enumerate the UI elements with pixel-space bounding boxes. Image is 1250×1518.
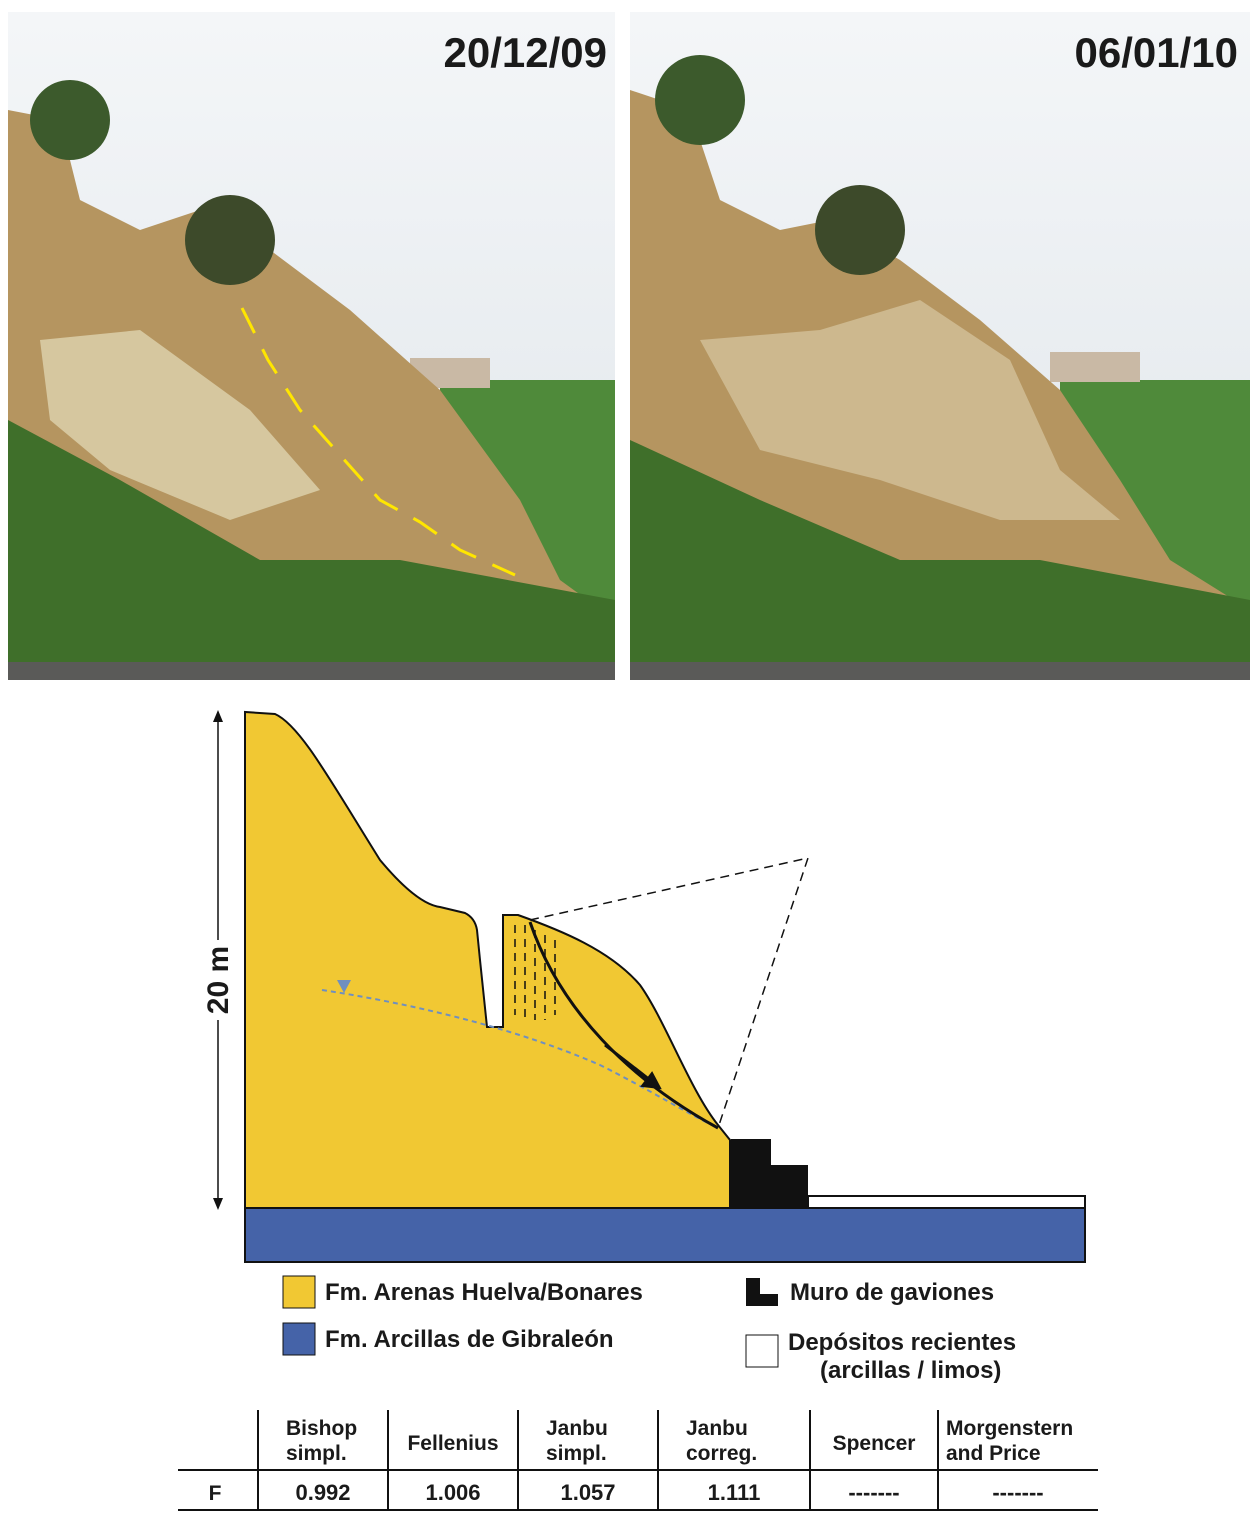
sand-unit <box>245 712 730 1208</box>
column-header: Janbu <box>546 1417 608 1440</box>
photo-date: 20/12/09 <box>444 29 608 76</box>
column-header: and Price <box>946 1442 1041 1465</box>
results-table: F Bishopsimpl.0.992Fellenius1.006Janbusi… <box>178 1410 1098 1510</box>
clay-unit <box>245 1208 1085 1262</box>
cell-value: 1.006 <box>425 1480 480 1505</box>
column-header: Bishop <box>286 1417 357 1440</box>
column-header: Janbu <box>686 1417 748 1440</box>
scale-label: 20 m <box>202 946 235 1014</box>
legend-label: Fm. Arcillas de Gibraleón <box>325 1326 614 1353</box>
cell-value: 1.057 <box>560 1480 615 1505</box>
cell-value: 0.992 <box>295 1480 350 1505</box>
column-header: Spencer <box>833 1432 916 1455</box>
row-label: F <box>209 1482 222 1505</box>
cell-value: ------- <box>992 1480 1043 1505</box>
legend-label: Depósitos recientes <box>788 1329 1016 1356</box>
photo-after: 06/01/10 <box>630 12 1250 680</box>
page: 20/12/09 06/01/10 20 m <box>0 0 1250 1518</box>
column-header: Morgenstern <box>946 1417 1073 1440</box>
recent-deposits <box>808 1196 1085 1208</box>
column-header: correg. <box>686 1442 757 1465</box>
column-header: simpl. <box>286 1442 347 1465</box>
photo-before: 20/12/09 <box>8 12 615 680</box>
column-header: Fellenius <box>407 1432 498 1455</box>
legend-label: Muro de gaviones <box>790 1279 994 1306</box>
legend-sublabel: (arcillas / limos) <box>820 1357 1001 1384</box>
cell-value: ------- <box>848 1480 899 1505</box>
photo-date: 06/01/10 <box>1075 29 1239 76</box>
cross-section <box>213 710 1085 1262</box>
legend-label: Fm. Arenas Huelva/Bonares <box>325 1279 643 1306</box>
cell-value: 1.111 <box>708 1480 761 1505</box>
figure: 20/12/09 06/01/10 20 m <box>0 0 1250 1513</box>
column-header: simpl. <box>546 1442 607 1465</box>
legend: Fm. Arenas Huelva/Bonares Fm. Arcillas d… <box>283 1276 1016 1384</box>
gabion-wall <box>732 1140 807 1208</box>
